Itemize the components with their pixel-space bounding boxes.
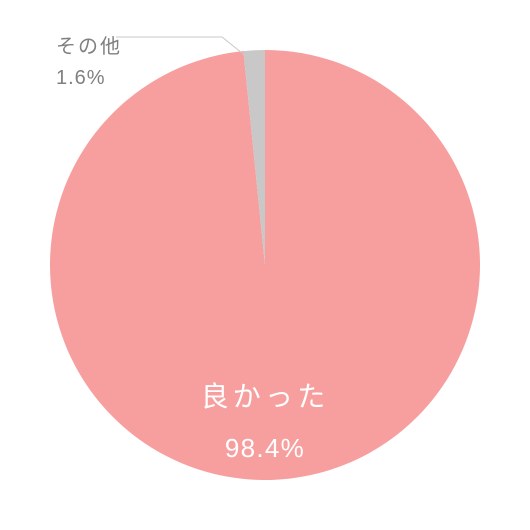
slice-label-other: その他 1.6% xyxy=(56,30,122,90)
slice-other-name: その他 xyxy=(56,30,122,59)
slice-other-percent: 1.6% xyxy=(56,67,122,90)
slice-label-good: 良かった 98.4% xyxy=(185,375,345,464)
slice-good-name: 良かった xyxy=(185,375,345,415)
slice-good-percent: 98.4% xyxy=(185,433,345,464)
